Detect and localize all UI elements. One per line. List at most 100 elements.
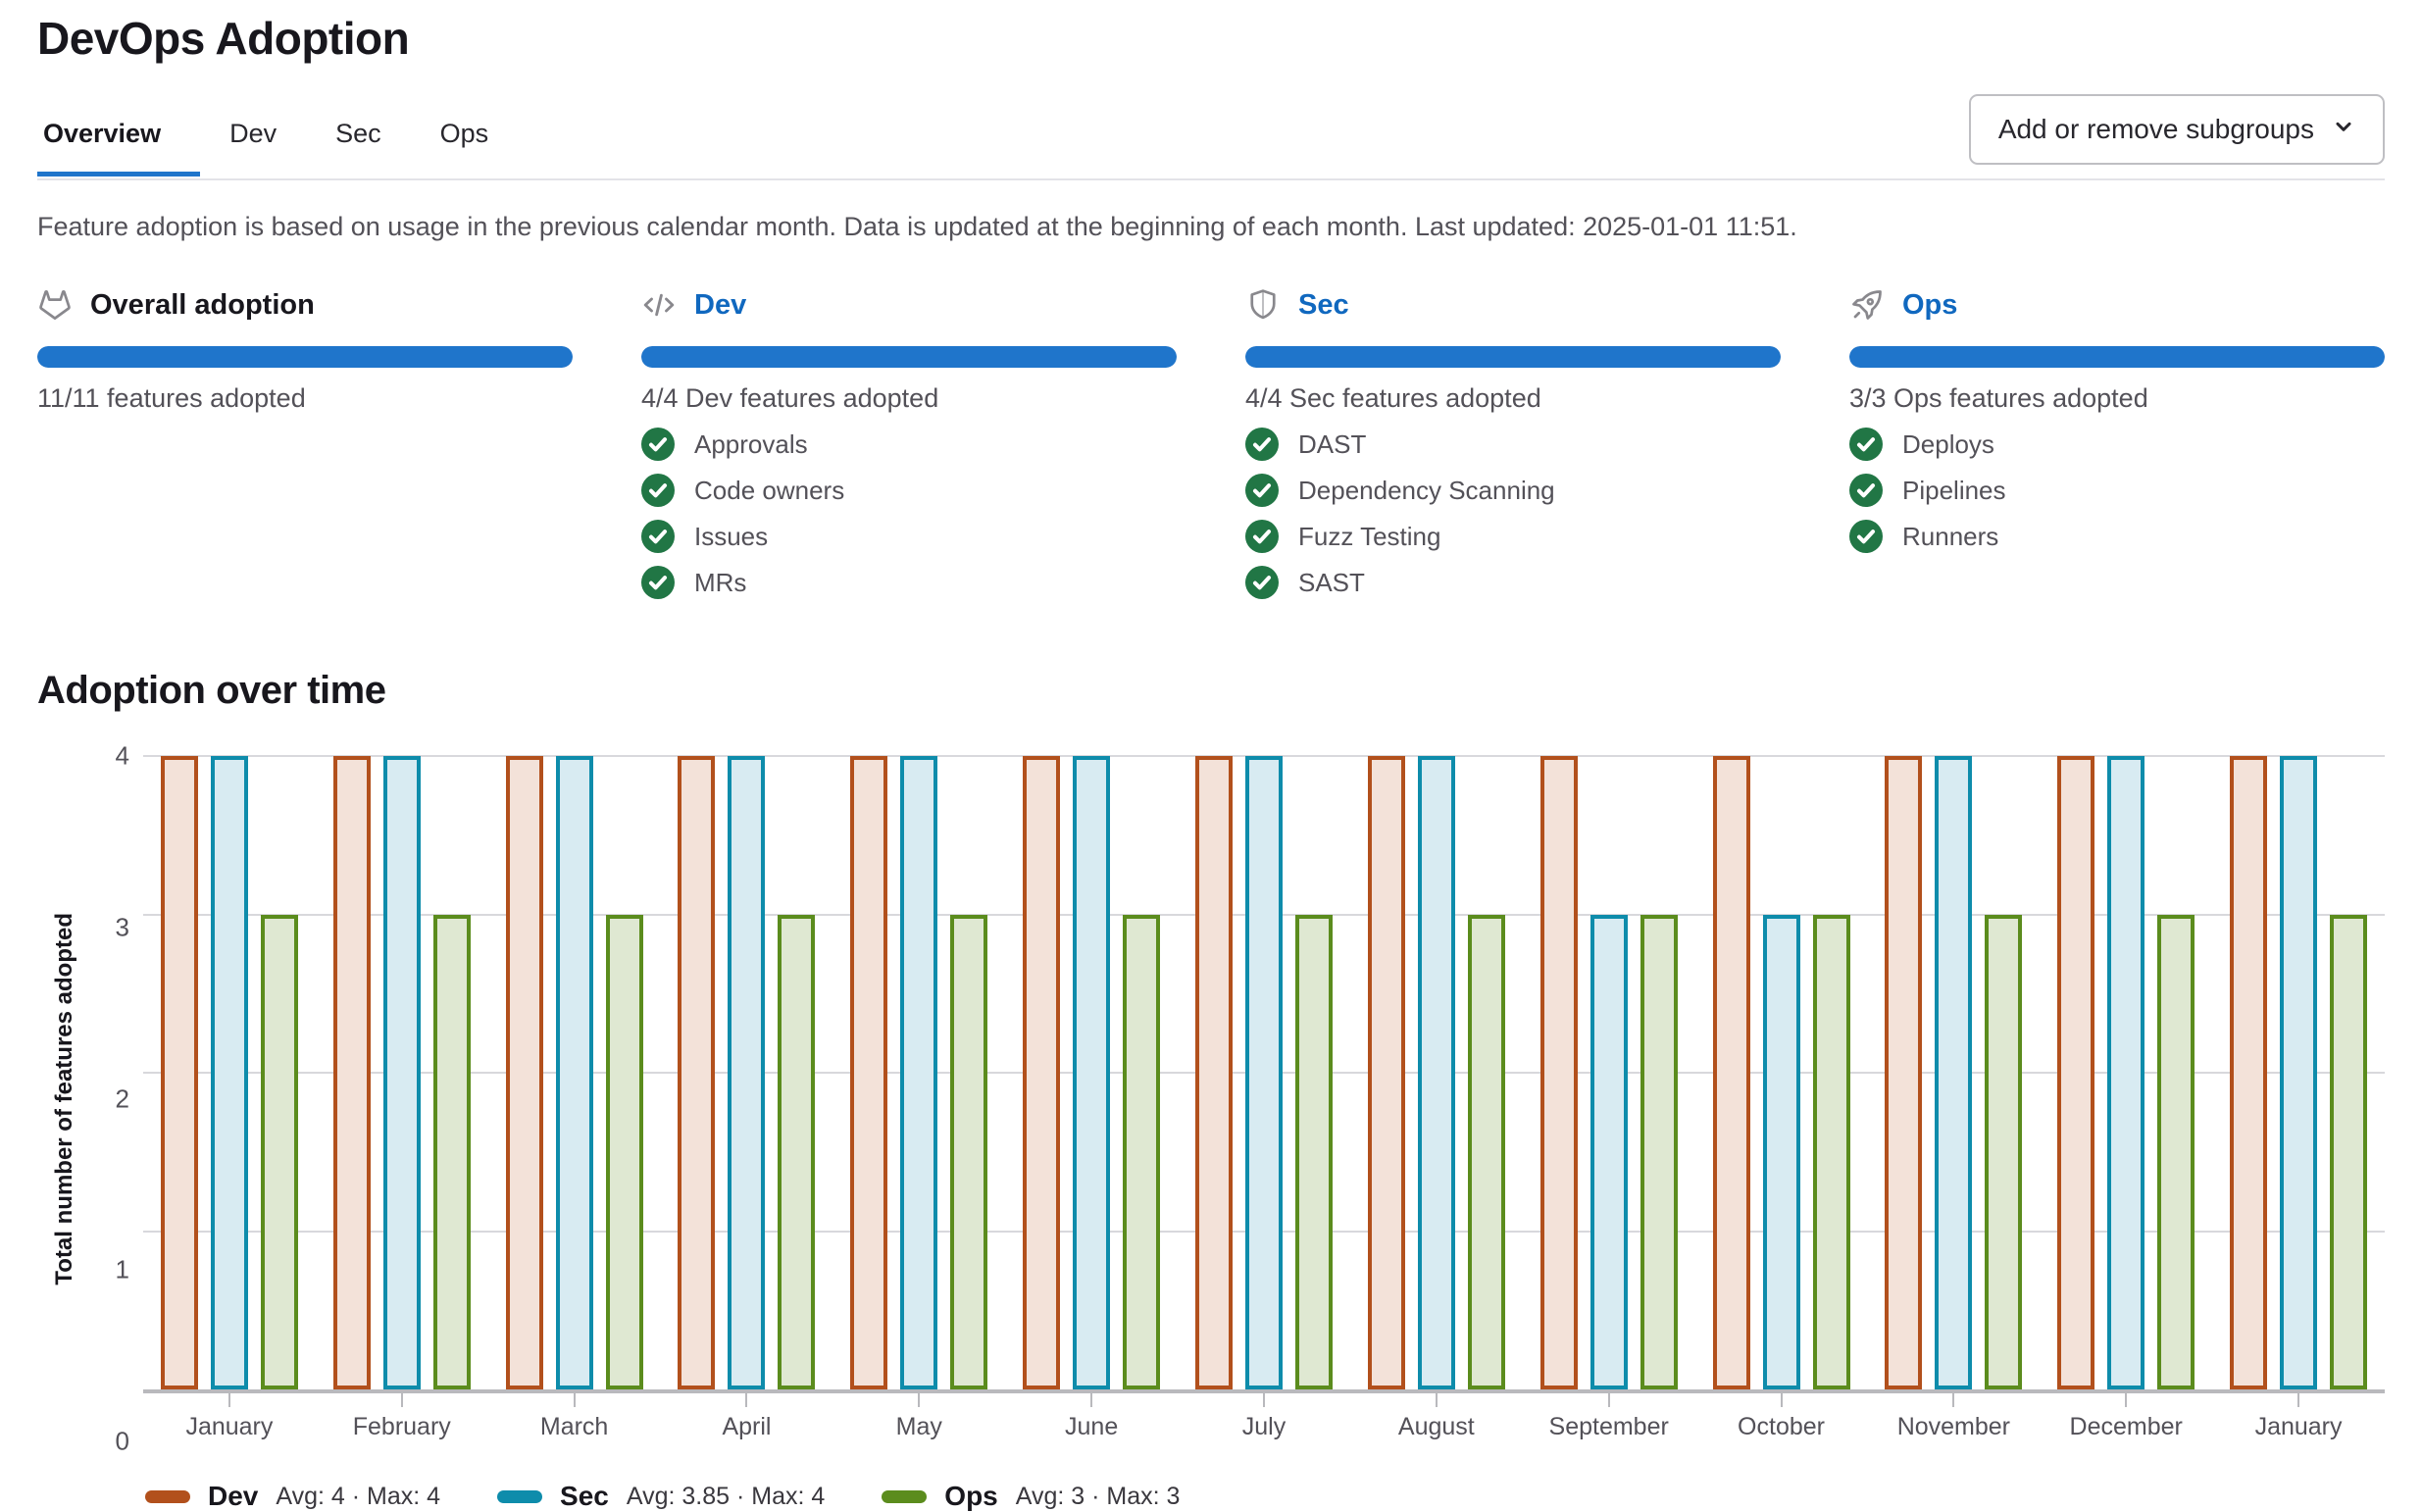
plot-column: January February March April May June July Augu… xyxy=(143,755,2385,1441)
adoption-summary-cards: Overall adoption 11/11 features adopted De… xyxy=(37,287,2385,612)
sec-bar[interactable] xyxy=(728,756,766,1389)
progress-label: 11/11 features adopted xyxy=(37,383,306,413)
dev-bar[interactable] xyxy=(160,756,198,1389)
x-axis-tick-marks xyxy=(143,1393,2385,1407)
feature-adoption-description: Feature adoption is based on usage in th… xyxy=(37,212,1797,241)
feature-row: Issues xyxy=(641,520,1177,553)
bar-group-july-6 xyxy=(1178,756,1350,1389)
sec-bar[interactable] xyxy=(1417,756,1455,1389)
dev-bar[interactable] xyxy=(332,756,371,1389)
ops-bar[interactable] xyxy=(260,914,298,1389)
x-tick-cell xyxy=(833,1393,1005,1407)
sec-bar[interactable] xyxy=(210,756,248,1389)
legend-series-stats: Avg: 3 · Max: 3 xyxy=(1015,1482,1181,1510)
feature-label: Deploys xyxy=(1902,428,1994,459)
dev-bar[interactable] xyxy=(1367,756,1405,1389)
tab-sec[interactable]: Sec xyxy=(335,118,381,148)
dev-bar[interactable] xyxy=(2230,756,2268,1389)
sec-bar[interactable] xyxy=(1589,914,1628,1389)
dev-bar[interactable] xyxy=(1712,756,1750,1389)
sec-bar[interactable] xyxy=(2107,756,2145,1389)
x-tick-cell xyxy=(661,1393,833,1407)
ops-bar[interactable] xyxy=(432,914,471,1389)
dev-bar[interactable] xyxy=(850,756,888,1389)
add-or-remove-subgroups-button[interactable]: Add or remove subgroups xyxy=(1968,94,2385,165)
ops-bar[interactable] xyxy=(1123,914,1161,1389)
ops-bar[interactable] xyxy=(1812,914,1850,1389)
ops-bar[interactable] xyxy=(1985,914,2023,1389)
feature-label: Approvals xyxy=(694,428,808,459)
dev-bar[interactable] xyxy=(2057,756,2095,1389)
x-axis-label-9: October xyxy=(1738,1413,1825,1440)
check-circle-icon xyxy=(1849,474,1883,507)
check-circle-icon xyxy=(1245,474,1279,507)
tab-ops[interactable]: Ops xyxy=(439,118,489,148)
check-circle-icon xyxy=(641,428,675,461)
page-title: DevOps Adoption xyxy=(37,13,410,64)
x-tick-mark xyxy=(1090,1393,1093,1407)
sec-bar[interactable] xyxy=(1935,756,1973,1389)
rocket-icon xyxy=(1849,287,1885,323)
dev-bar[interactable] xyxy=(505,756,543,1389)
feature-label: Code owners xyxy=(694,475,845,505)
sec-bar[interactable] xyxy=(2280,756,2318,1389)
x-axis-label-3: April xyxy=(722,1413,772,1440)
check-circle-icon xyxy=(641,566,675,599)
dev-bar[interactable] xyxy=(1194,756,1233,1389)
legend-swatch-ops xyxy=(882,1489,928,1503)
progress-bar-fill xyxy=(1849,346,2385,368)
ops-bar[interactable] xyxy=(2330,914,2368,1389)
check-circle-icon xyxy=(641,520,675,553)
sec-bar[interactable] xyxy=(900,756,938,1389)
sec-bar[interactable] xyxy=(555,756,593,1389)
legend-series-stats: Avg: 3.85 · Max: 4 xyxy=(626,1482,826,1510)
check-circle-icon xyxy=(1849,520,1883,553)
sec-bar[interactable] xyxy=(382,756,421,1389)
legend-series-name: Dev xyxy=(208,1481,259,1511)
ops-bar[interactable] xyxy=(605,914,643,1389)
legend-item-dev[interactable]: Dev Avg: 4 · Max: 4 xyxy=(145,1481,440,1512)
dev-bar[interactable] xyxy=(1885,756,1923,1389)
progress-label: 4/4 Sec features adopted xyxy=(1245,383,1541,413)
ops-bar[interactable] xyxy=(1467,914,1505,1389)
feature-label: Dependency Scanning xyxy=(1298,475,1555,505)
feature-row: Pipelines xyxy=(1849,474,2385,507)
x-tick-cell xyxy=(1695,1393,1868,1407)
tab-overview[interactable]: Overview xyxy=(37,99,201,176)
sec-bar[interactable] xyxy=(1073,756,1111,1389)
sec-bar[interactable] xyxy=(1244,756,1283,1389)
legend-swatch-sec xyxy=(497,1489,543,1503)
tanuki-icon xyxy=(37,287,73,323)
tab-dev[interactable]: Dev xyxy=(229,118,278,148)
progress-bar-fill xyxy=(37,346,573,368)
x-tick-mark xyxy=(2297,1393,2300,1407)
legend-item-ops[interactable]: Ops Avg: 3 · Max: 3 xyxy=(882,1481,1180,1512)
ops-bar[interactable] xyxy=(2157,914,2195,1389)
legend-item-sec[interactable]: Sec Avg: 3.85 · Max: 4 xyxy=(497,1481,825,1512)
check-circle-icon xyxy=(1849,428,1883,461)
card-title-sec[interactable]: Sec xyxy=(1298,288,1349,321)
x-tick-mark xyxy=(1952,1393,1955,1407)
y-tick-label-2: 2 xyxy=(115,1084,129,1113)
ops-bar[interactable] xyxy=(950,914,988,1389)
card-header: Ops xyxy=(1849,287,2385,323)
feature-row: Fuzz Testing xyxy=(1245,520,1781,553)
x-tick-cell xyxy=(1350,1393,1523,1407)
y-tick-label-4: 4 xyxy=(115,740,129,771)
feature-row: SAST xyxy=(1245,566,1781,599)
card-title-ops[interactable]: Ops xyxy=(1902,288,1958,321)
bar-group-may-4 xyxy=(833,756,1005,1389)
dev-bar[interactable] xyxy=(678,756,716,1389)
x-axis-label-12: January xyxy=(2254,1413,2343,1440)
dev-bar[interactable] xyxy=(1539,756,1578,1389)
dev-bar[interactable] xyxy=(1023,756,1061,1389)
ops-bar[interactable] xyxy=(778,914,816,1389)
ops-bar[interactable] xyxy=(1294,914,1333,1389)
card-title-dev[interactable]: Dev xyxy=(694,288,747,321)
check-circle-icon xyxy=(1245,428,1279,461)
sec-bar[interactable] xyxy=(1762,914,1800,1389)
bar-group-october-9 xyxy=(1695,756,1868,1389)
x-axis-label-1: February xyxy=(352,1413,451,1440)
ops-bar[interactable] xyxy=(1640,914,1678,1389)
